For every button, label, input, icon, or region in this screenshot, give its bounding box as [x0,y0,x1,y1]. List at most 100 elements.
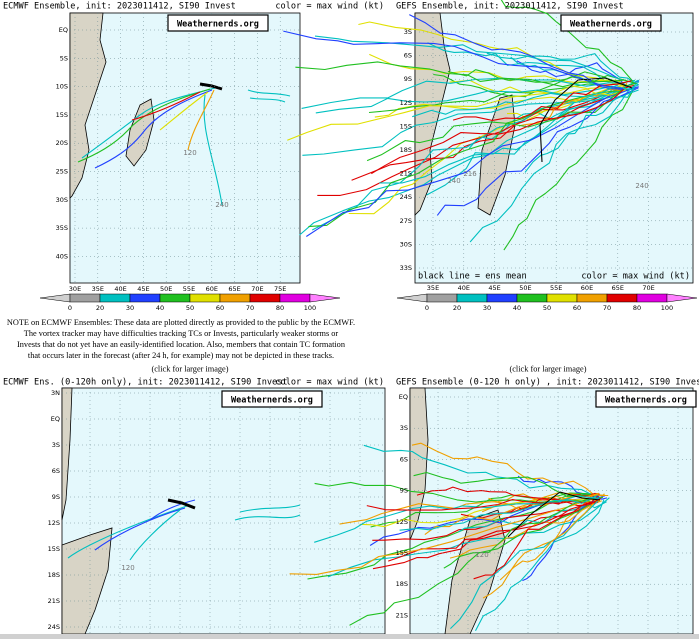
track [371,88,624,175]
lon-label: 60E [206,285,218,293]
colorbar-segment [486,293,518,303]
land [414,12,451,216]
ens-mean [539,77,633,163]
colorbar-segment [426,293,458,303]
colorbar-arrow [309,293,341,303]
track [315,85,625,114]
colorbar-label: 80 [633,304,641,312]
track-label: 240 [447,177,460,185]
map-footer: black line = ens mean [418,272,527,282]
lat-label: 6S [400,455,408,463]
lat-label: 21S [48,597,60,605]
colorbar-segment [546,293,578,303]
lat-label: 12S [400,99,412,107]
tracks [289,442,610,632]
panel-title: GEFS Ensemble, init: 2023011412, SI90 In… [396,2,624,12]
track [411,442,597,497]
colorbar-label: 40 [156,304,164,312]
colorbar-segment [219,293,251,303]
track [473,502,592,580]
lon-label: 75E [274,285,286,293]
track [458,501,607,533]
colorbar-segment [129,293,161,303]
track [388,493,600,562]
lon-label: 40E [458,284,470,292]
tracks [67,498,301,561]
note-line: NOTE on ECMWF Ensembles: These data are … [7,318,355,327]
lon-label: 45E [137,285,149,293]
lat-label: EQ [59,26,68,34]
track [327,497,610,578]
lat-label: 3S [404,28,412,36]
lon-label: 70E [642,284,654,292]
track [314,35,623,81]
note-line: Invests that do not yet have an easily-i… [17,340,346,349]
track [317,87,621,196]
lon-label: 50E [519,284,531,292]
watermark: Weathernerds.org [231,396,313,406]
track [486,52,639,86]
lat-label: 35S [56,224,68,232]
track [427,42,622,86]
colorbar-segment [576,293,608,303]
click-label[interactable]: (click for larger image) [509,364,586,373]
lat-label: 3S [400,424,408,432]
track-label: 240 [635,182,648,190]
colorbar-segment [456,293,488,303]
track [500,0,634,82]
lon-label: 45E [488,284,500,292]
watermark: Weathernerds.org [177,20,259,30]
track [311,84,640,231]
track-label: 240 [215,201,228,209]
track [351,84,635,181]
colorbar-segment [606,293,638,303]
lat-label: 27S [400,217,412,225]
colorbar-segment [279,293,311,303]
watermark-box [221,390,323,408]
lon-label: 35E [427,284,439,292]
lat-label: 24S [400,193,412,201]
lat-label: 9S [404,75,412,83]
lat-label: 5S [60,54,68,62]
lat-label: 12S [48,519,60,527]
track-label: 216 [463,170,477,178]
lat-label: 18S [48,571,60,579]
watermark-box [595,390,697,408]
track [413,471,591,498]
lon-label: 65E [228,285,240,293]
lat-label: 15S [56,111,68,119]
track [399,494,598,531]
note-line: that occurs later in the forecast (after… [28,351,334,360]
map-area [61,387,386,635]
panel-title: ECMWF Ensemble, init: 2023011412, SI90 I… [3,2,236,12]
colorbar-label: 70 [603,304,611,312]
lat-label: EQ [51,415,60,423]
lon-label: 50E [160,285,172,293]
colorbar-segment [189,293,221,303]
watermark: Weathernerds.org [570,20,652,30]
lat-label: 20S [56,139,68,147]
track [412,86,635,118]
track [374,84,628,118]
colorbar-segment [69,293,101,303]
lat-label: 15S [400,122,412,130]
colorbar-segment [159,293,191,303]
click-label[interactable]: (click for larger image) [151,364,228,373]
track [305,86,639,237]
colorbar-segment [636,293,668,303]
panel-title: ECMWF Ens. (0-120h only), init: 20230114… [3,378,288,388]
track-label: 120 [121,564,134,572]
track [366,86,626,162]
panel-title-right: color = max wind (kt) [275,378,384,388]
lon-label: 30E [69,285,81,293]
scrollbar [0,634,699,639]
lat-label: 15S [396,549,408,557]
colorbar-label: 30 [126,304,134,312]
track [314,481,591,503]
colorbar-segment [516,293,548,303]
track [452,80,632,121]
lat-label: 12S [396,518,408,526]
track [469,81,640,243]
lat-label: 3N [51,389,60,397]
